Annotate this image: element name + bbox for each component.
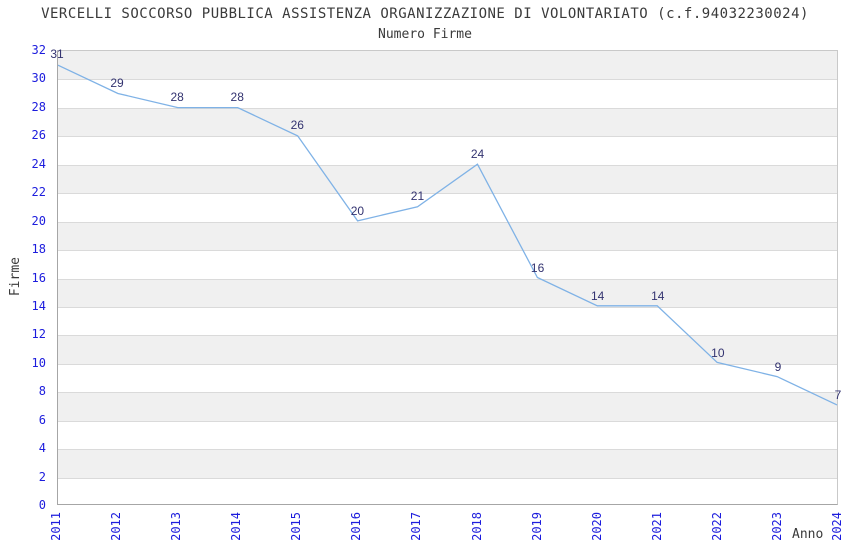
grid-line: [58, 477, 837, 479]
x-tick-label: 2015: [289, 512, 304, 541]
grid-band: [58, 164, 837, 194]
grid-line: [58, 278, 837, 280]
x-tick-label: 2022: [709, 512, 724, 541]
grid-band: [58, 392, 837, 421]
x-tick-label: 2018: [469, 512, 484, 541]
grid-line: [58, 335, 837, 337]
chart-title: VERCELLI SOCCORSO PUBBLICA ASSISTENZA OR…: [41, 6, 809, 22]
data-label: 28: [170, 89, 184, 104]
data-label: 31: [50, 47, 64, 62]
grid-band: [58, 221, 837, 251]
grid-line: [58, 363, 837, 365]
x-tick-label: 2011: [49, 512, 63, 541]
grid-band: [58, 449, 837, 478]
grid-line: [58, 107, 837, 109]
y-tick-label: 0: [38, 498, 46, 512]
data-label: 24: [470, 146, 485, 161]
data-label: 9: [774, 360, 782, 375]
grid-band: [58, 278, 837, 307]
grid-line: [58, 449, 837, 451]
grid-line: [58, 392, 837, 394]
data-label: 14: [591, 288, 605, 303]
data-label: 10: [711, 345, 725, 360]
x-tick-label: 2021: [649, 512, 664, 541]
x-axis-label: Anno: [792, 527, 824, 542]
grid-band: [58, 107, 837, 137]
x-tick-label: 2023: [769, 512, 784, 541]
y-tick-label: 30: [31, 71, 46, 86]
y-tick-label: 22: [31, 185, 46, 200]
grid-line: [58, 420, 837, 422]
y-tick-label: 14: [31, 298, 46, 313]
y-tick-label: 18: [31, 242, 46, 257]
x-tick-label: 2020: [589, 512, 604, 541]
y-tick-label: 8: [38, 384, 46, 399]
grid-line: [58, 306, 837, 308]
y-tick-label: 20: [31, 213, 46, 228]
grid-line: [58, 136, 837, 138]
data-label: 21: [410, 189, 425, 204]
grid-band: [58, 335, 837, 364]
grid-line: [58, 164, 837, 166]
data-label: 20: [350, 203, 365, 218]
data-label: 26: [290, 118, 304, 133]
line-series: [57, 64, 838, 406]
y-tick-label: 4: [38, 441, 46, 456]
data-label: 16: [530, 260, 545, 275]
y-tick-label: 10: [31, 355, 46, 370]
y-tick-label: 12: [31, 327, 46, 342]
series-path: [57, 64, 838, 406]
x-tick-label: 2013: [169, 512, 184, 541]
y-tick-label: 26: [31, 128, 46, 143]
x-tick-label: 2016: [349, 512, 364, 541]
data-label: 7: [834, 388, 842, 403]
x-tick-label: 2019: [529, 512, 544, 541]
y-tick-label: 2: [38, 469, 46, 484]
y-tick-label: 6: [38, 412, 46, 427]
x-tick-label: 2014: [229, 512, 244, 541]
y-tick-label: 32: [31, 43, 46, 57]
data-label: 29: [110, 75, 124, 90]
chart-subtitle: Numero Firme: [378, 27, 472, 42]
grid-line: [58, 193, 837, 195]
grid-line: [58, 79, 837, 81]
grid-band: [58, 51, 837, 80]
data-label: 28: [230, 89, 244, 104]
y-tick-label: 28: [31, 99, 46, 114]
grid-line: [58, 221, 837, 223]
x-tick-label: 2017: [409, 512, 424, 541]
plot-area: [57, 50, 838, 505]
x-tick-label: 2024: [830, 512, 844, 541]
grid-line: [58, 250, 837, 252]
x-tick-label: 2012: [109, 512, 124, 541]
y-tick-label: 24: [31, 156, 46, 171]
data-label: 14: [651, 288, 665, 303]
y-tick-label: 16: [31, 270, 46, 285]
